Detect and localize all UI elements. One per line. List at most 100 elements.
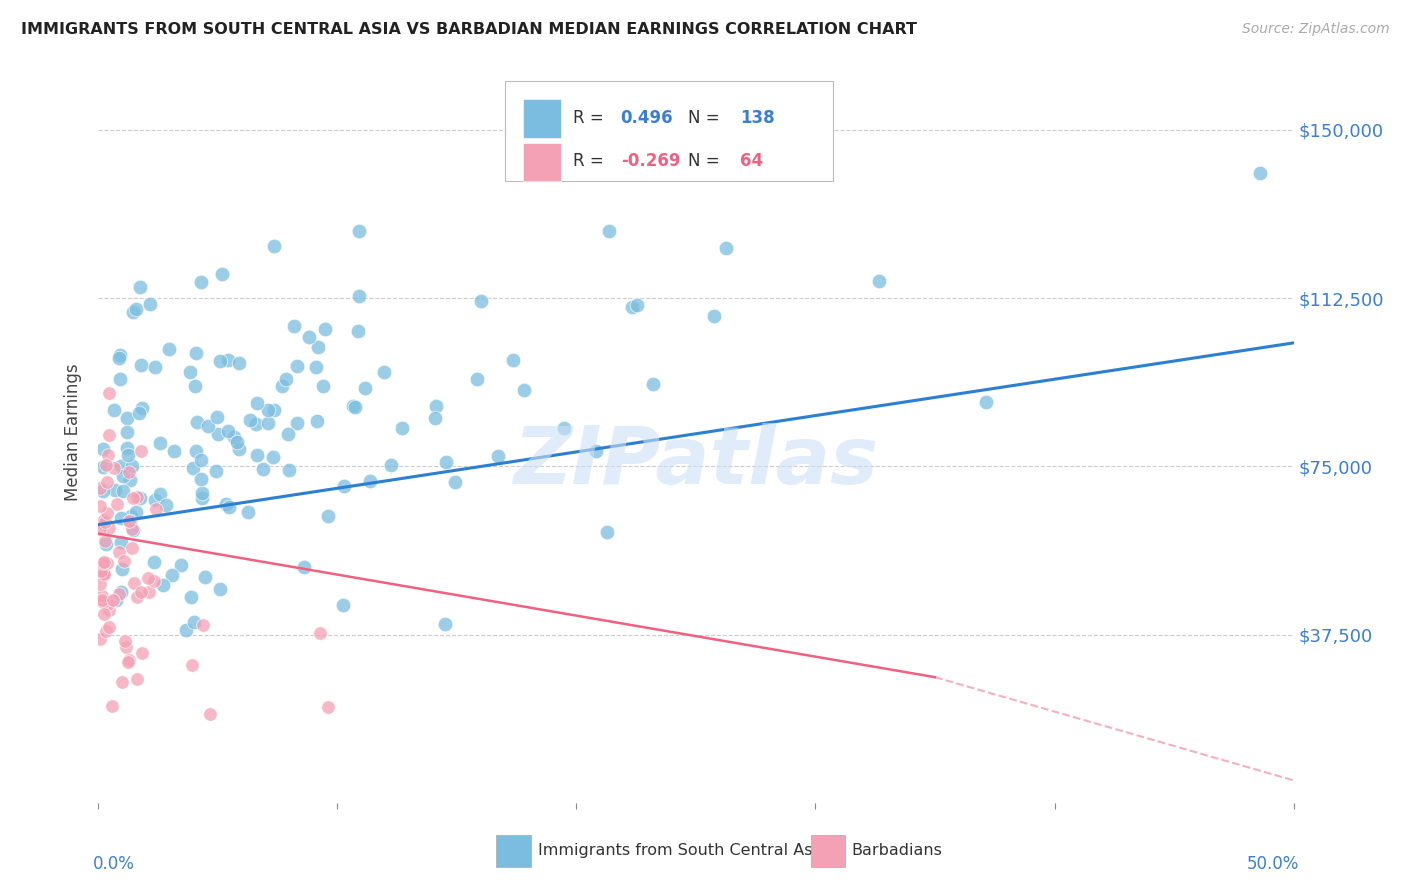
Point — [127, 491, 149, 505]
FancyBboxPatch shape — [505, 81, 834, 181]
Point — [103, 402, 125, 417]
Point — [103, 461, 125, 475]
Point — [194, 570, 217, 584]
Point — [98, 602, 121, 616]
Point — [128, 491, 150, 505]
Point — [149, 436, 172, 450]
Point — [263, 239, 285, 253]
Point — [1249, 166, 1271, 180]
Point — [117, 425, 139, 439]
Text: 0.496: 0.496 — [620, 109, 673, 127]
Point — [105, 593, 128, 607]
Point — [120, 508, 142, 523]
Point — [100, 699, 122, 714]
Point — [714, 241, 737, 255]
Text: 0.0%: 0.0% — [93, 855, 135, 872]
Point — [104, 483, 127, 498]
Point — [285, 416, 308, 430]
Point — [152, 578, 174, 592]
Point — [108, 372, 131, 386]
Point — [262, 450, 284, 464]
Point — [553, 420, 575, 434]
Point — [121, 458, 143, 473]
Point — [465, 372, 488, 386]
Point — [112, 468, 135, 483]
Point — [129, 280, 152, 294]
Point — [138, 585, 160, 599]
FancyBboxPatch shape — [523, 143, 561, 181]
Point — [621, 300, 644, 314]
Point — [270, 379, 292, 393]
Point — [111, 562, 134, 576]
Point — [114, 634, 136, 648]
Point — [131, 646, 153, 660]
Point — [91, 460, 114, 475]
Point — [96, 475, 118, 490]
Point — [200, 706, 222, 721]
Text: N =: N = — [688, 153, 724, 170]
Point — [110, 510, 132, 524]
Point — [217, 353, 239, 368]
Point — [138, 571, 160, 585]
Point — [157, 342, 180, 356]
Point — [93, 566, 115, 581]
Y-axis label: Median Earnings: Median Earnings — [65, 364, 83, 501]
Point — [347, 324, 370, 338]
Point — [332, 479, 354, 493]
Point — [110, 585, 132, 599]
Point — [184, 345, 207, 359]
Text: Barbadians: Barbadians — [852, 844, 942, 858]
Point — [91, 442, 114, 456]
Point — [332, 598, 354, 612]
Point — [111, 483, 134, 498]
Point — [115, 411, 138, 425]
Point — [115, 640, 138, 654]
Point — [129, 443, 152, 458]
Point — [111, 675, 134, 690]
Point — [224, 430, 246, 444]
Point — [425, 410, 447, 425]
Point — [93, 567, 115, 582]
Point — [211, 267, 233, 281]
Point — [91, 516, 114, 530]
Point — [315, 322, 337, 336]
Point — [131, 585, 153, 599]
Point — [183, 615, 205, 629]
Text: 64: 64 — [740, 153, 763, 170]
Point — [285, 359, 308, 373]
Point — [868, 274, 890, 288]
Point — [89, 522, 111, 536]
Text: R =: R = — [572, 109, 609, 127]
Point — [110, 535, 132, 549]
Point — [108, 351, 131, 365]
Text: -0.269: -0.269 — [620, 153, 681, 170]
Point — [96, 597, 118, 611]
Point — [294, 560, 316, 574]
Point — [190, 453, 212, 467]
Text: Immigrants from South Central Asia: Immigrants from South Central Asia — [538, 844, 827, 858]
Point — [118, 514, 141, 528]
Point — [108, 544, 131, 558]
Point — [226, 435, 249, 450]
Point — [347, 224, 370, 238]
Point — [274, 372, 297, 386]
Point — [117, 655, 139, 669]
Point — [278, 463, 301, 477]
Point — [122, 575, 145, 590]
Point — [209, 354, 232, 368]
Point — [145, 502, 167, 516]
Point — [228, 442, 250, 456]
Point — [91, 556, 114, 570]
Text: 50.0%: 50.0% — [1247, 855, 1299, 872]
Point — [181, 658, 204, 673]
Point — [91, 484, 114, 499]
Point — [207, 410, 229, 425]
Point — [190, 472, 212, 486]
Point — [96, 458, 118, 473]
Point — [117, 441, 139, 455]
Point — [110, 348, 132, 362]
Point — [204, 464, 226, 478]
Point — [252, 462, 274, 476]
Point — [97, 521, 120, 535]
Point — [96, 557, 118, 571]
